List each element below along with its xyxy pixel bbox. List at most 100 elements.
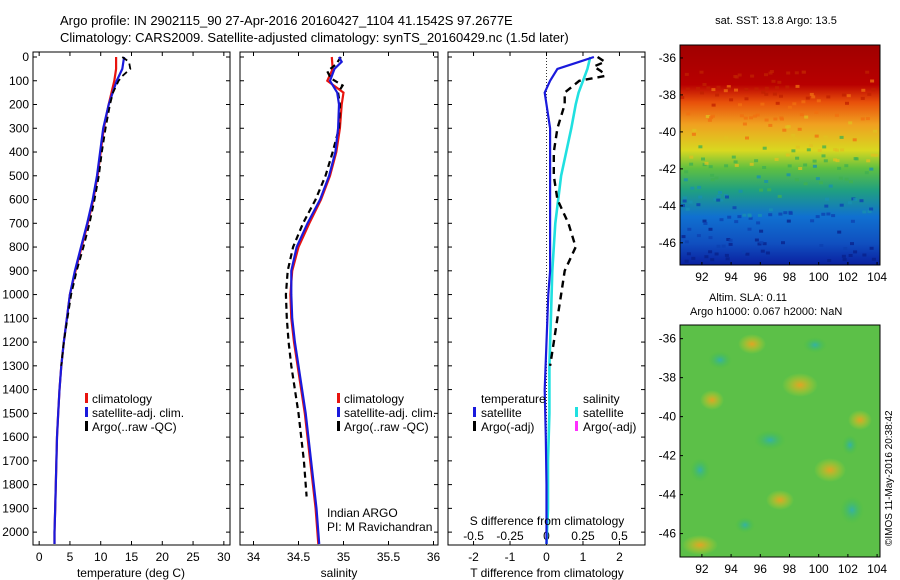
- sst-texture-cell: [698, 145, 703, 149]
- panel-salinity-frame: [239, 51, 439, 546]
- sst-texture-cell: [804, 115, 809, 119]
- sst-texture-cell: [699, 70, 704, 74]
- sst-texture-cell: [795, 145, 800, 149]
- map-x-tick-label: 96: [754, 562, 768, 576]
- legend-satellite-label: satellite-adj. clim.: [92, 406, 184, 420]
- sst-texture-cell: [801, 100, 806, 104]
- sst-texture-cell: [726, 238, 731, 241]
- temperature-tick-label: 20: [156, 550, 170, 564]
- sst-texture-cell: [708, 165, 713, 169]
- sst-texture-cell: [757, 213, 762, 217]
- legend-temp-argo-swatch: [473, 421, 476, 431]
- sst-texture-cell: [860, 117, 865, 121]
- sst-texture-cell: [826, 95, 831, 99]
- sst-texture-cell: [865, 117, 870, 121]
- sst-texture-cell: [867, 92, 872, 96]
- sst-texture-cell: [791, 133, 796, 137]
- sla-low-blob: [840, 496, 864, 524]
- sst-texture-cell: [744, 97, 749, 101]
- legend-argo-label: Argo(..raw -QC): [92, 420, 177, 434]
- sst-texture-cell: [688, 200, 693, 204]
- sst-texture-cell: [835, 159, 840, 163]
- sst-texture-cell: [733, 160, 738, 164]
- sst-texture-cell: [783, 211, 788, 215]
- climatology-line: [289, 56, 345, 545]
- legend-sal-satellite-label: satellite: [583, 406, 624, 420]
- difference-axis-ticks: -2 -1 0 1 2-0.5 -0.25 0 0.25 0.5: [448, 52, 645, 564]
- sst-texture-cell: [732, 206, 737, 210]
- sst-texture-cell: [862, 253, 867, 257]
- legend-climatology-label: climatology: [344, 392, 404, 406]
- sst-texture-cell: [870, 79, 875, 83]
- panel-temperature-frame: [32, 51, 231, 546]
- sst-texture-cell: [718, 191, 722, 194]
- sst-texture-cell: [703, 222, 708, 225]
- map-x-tick-label: 94: [724, 270, 738, 284]
- sst-texture-cell: [768, 213, 773, 217]
- sla-map-frame: [679, 324, 881, 558]
- sst-texture-cell: [723, 89, 728, 93]
- legend-argo-swatch: [337, 421, 340, 431]
- sst-texture-cell: [747, 213, 752, 217]
- sst-texture-cell: [768, 71, 773, 75]
- sst-texture-cell: [837, 230, 842, 234]
- depth-tick-label: 1800: [2, 478, 29, 492]
- map-x-tick-label: 104: [867, 270, 887, 284]
- sst-texture-cell: [691, 256, 696, 260]
- sst-texture-cell: [682, 199, 687, 203]
- salinity-tick-label: 34: [247, 550, 261, 564]
- legend-temperature-header: temperature: [481, 392, 546, 406]
- depth-tick-label: 1300: [2, 359, 29, 373]
- legend-sal-argo-swatch: [575, 421, 578, 431]
- t-difference-tick-label: 2: [616, 550, 623, 564]
- map-x-tick-label: 100: [809, 562, 829, 576]
- sst-texture-cell: [794, 71, 799, 75]
- salinity-tick-label: 35: [337, 550, 351, 564]
- depth-tick-label: 500: [9, 169, 29, 183]
- sst-texture-cell: [817, 149, 822, 152]
- salinity-tick-label: 36: [427, 550, 441, 564]
- sst-texture-cell: [721, 244, 726, 248]
- sst-texture-cell: [786, 173, 791, 177]
- sst-texture-cell: [708, 236, 713, 240]
- sst-texture-cell: [815, 215, 820, 219]
- sst-texture-cell: [853, 250, 858, 254]
- legend-satellite-swatch: [85, 407, 88, 417]
- sst-texture-cell: [788, 210, 793, 214]
- sst-map-texture: [680, 70, 879, 263]
- sst-texture-cell: [725, 257, 730, 261]
- sst-texture-cell: [852, 138, 857, 142]
- map-y-tick-label: -40: [659, 410, 677, 424]
- sst-texture-cell: [864, 171, 869, 175]
- sst-texture-cell: [795, 156, 800, 160]
- sst-texture-cell: [871, 257, 876, 261]
- t-difference-tick-label: 0: [543, 550, 550, 564]
- sst-texture-cell: [819, 244, 824, 247]
- sst-texture-cell: [710, 173, 715, 177]
- sst-texture-cell: [845, 101, 849, 105]
- sst-texture-cell: [762, 166, 767, 169]
- sst-texture-cell: [826, 212, 831, 216]
- sla-low-blob: [754, 430, 786, 450]
- sst-texture-cell: [797, 127, 802, 131]
- sla-high-blob: [682, 535, 718, 555]
- sst-texture-cell: [874, 153, 879, 157]
- sst-texture-cell: [696, 87, 700, 90]
- map-x-tick-label: 98: [783, 270, 797, 284]
- sst-texture-cell: [842, 258, 847, 262]
- sst-texture-cell: [835, 148, 839, 152]
- sla-high-blob: [814, 458, 846, 482]
- sst-texture-cell: [841, 254, 846, 258]
- s-difference-axis-label: S difference from climatology: [470, 514, 625, 528]
- sst-texture-cell: [680, 96, 685, 99]
- sst-texture-cell: [728, 242, 733, 246]
- sst-texture-cell: [870, 153, 875, 157]
- depth-tick-label: 600: [9, 193, 29, 207]
- sst-texture-cell: [719, 198, 724, 202]
- sst-texture-cell: [786, 71, 791, 75]
- sst-texture-cell: [702, 83, 707, 86]
- sst-texture-cell: [847, 201, 852, 205]
- sla-line-1: Altim. SLA: 0.11: [709, 292, 787, 304]
- sst-texture-cell: [823, 135, 828, 139]
- sst-texture-cell: [755, 113, 760, 117]
